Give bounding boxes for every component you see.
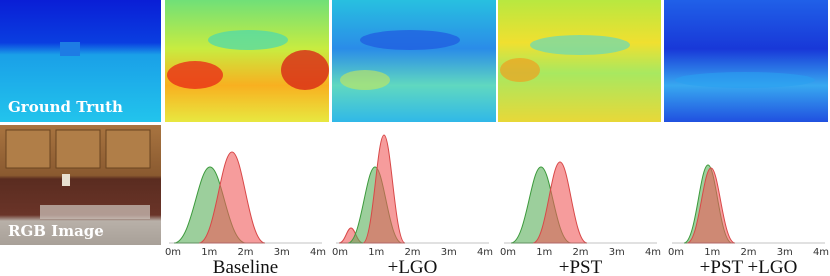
distributions (173, 134, 736, 244)
axis-tick-label: 1m (536, 247, 552, 258)
axis-tick-label: 2m (404, 247, 420, 258)
pst-lgo-map (664, 0, 828, 122)
lgo-map (332, 0, 496, 122)
rgb-image (0, 125, 161, 245)
axis-tick-label: 0m (668, 247, 684, 258)
axis-tick-label: 3m (777, 247, 793, 258)
axis-tick-label: 1m (704, 247, 720, 258)
axis-tick-label: 2m (237, 247, 253, 258)
axis-tick-label: 4m (310, 247, 326, 258)
axis-tick-label: 4m (813, 247, 829, 258)
depth-maps (0, 0, 828, 122)
axis-tick-label: 2m (572, 247, 588, 258)
axis-tick-label: 0m (500, 247, 516, 258)
axis-tick-label: 3m (274, 247, 290, 258)
column-caption: +PST (559, 257, 603, 276)
axis-tick-label: 0m (332, 247, 348, 258)
axis-tick-label: 0m (165, 247, 181, 258)
axis-tick-label: 1m (368, 247, 384, 258)
gt-label: Ground Truth (8, 98, 123, 116)
column-caption: +LGO (388, 257, 438, 276)
axis-tick-label: 4m (645, 247, 661, 258)
column-caption: Baseline (213, 257, 278, 276)
axis-tick-label: 4m (477, 247, 493, 258)
column-caption: +PST +LGO (700, 257, 798, 276)
axis-tick-label: 1m (201, 247, 217, 258)
axis-tick-label: 2m (740, 247, 756, 258)
axis-tick-label: 3m (441, 247, 457, 258)
axis-tick-label: 3m (609, 247, 625, 258)
rgb-label: RGB Image (8, 222, 104, 240)
ground-truth-map (0, 0, 161, 122)
